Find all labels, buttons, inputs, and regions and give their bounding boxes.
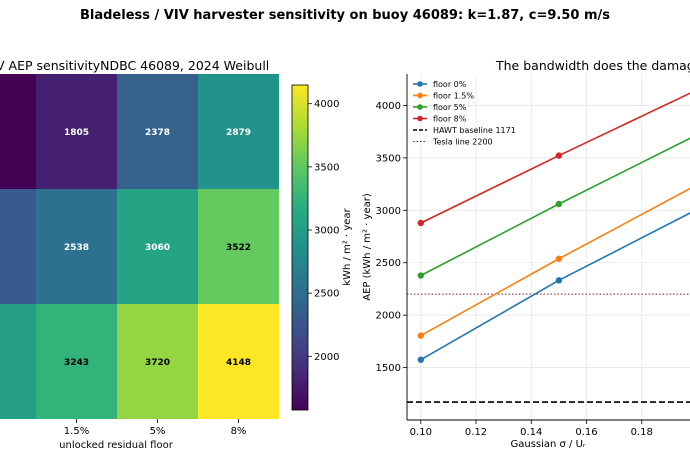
colorbar-tick-label: 3000 xyxy=(314,226,339,237)
heatmap-cell-label: 2538 xyxy=(64,243,89,253)
line-ylabel: AEP (kWh / m² · year) xyxy=(362,193,373,301)
line-y-tick-label: 2500 xyxy=(376,258,401,269)
series-point xyxy=(417,272,425,279)
series-point xyxy=(417,219,425,227)
heatmap-cell xyxy=(0,189,36,304)
heatmap-cell-label: 4148 xyxy=(226,358,251,368)
colorbar-ticks: 2000 2500 3000 3500 4000 xyxy=(308,99,339,363)
heatmap-cell-label: 3060 xyxy=(145,243,170,253)
line-y-ticks: 1500 2000 2500 3000 3500 4000 xyxy=(376,101,407,374)
heatmap-cell xyxy=(0,74,36,189)
heatmap-cell xyxy=(117,304,198,419)
line-title: The bandwidth does the damage xyxy=(495,58,690,73)
legend-label: floor 1.5% xyxy=(433,92,474,101)
colorbar-label: kWh / m² · year xyxy=(342,207,353,285)
heatmap-cell xyxy=(117,189,198,304)
heatmap-x-tick-label: 5% xyxy=(150,426,166,437)
heatmap-panel: V AEP sensitivityNDBC 46089, 2024 Weibul… xyxy=(0,58,279,451)
line-legend: floor 0% floor 1.5% floor 5% floor 8% HAWT b… xyxy=(413,80,516,147)
heatmap-cell xyxy=(198,189,279,304)
heatmap-x-tick-label: 8% xyxy=(231,426,247,437)
colorbar-tick-label: 2500 xyxy=(314,289,339,300)
heatmap-cell xyxy=(36,74,117,189)
line-x-tick-label: 0.16 xyxy=(575,427,597,438)
legend-label: Tesla line 2200 xyxy=(432,138,493,147)
line-x-tick-label: 0.18 xyxy=(631,427,653,438)
line-x-tick-label: 0.12 xyxy=(465,427,487,438)
legend-marker xyxy=(417,92,423,99)
series-line xyxy=(420,212,690,361)
line-xlabel: Gaussian σ / Uᵣ xyxy=(510,439,585,450)
heatmap-cell-label: 2879 xyxy=(226,128,251,138)
heatmap-x-ticks: %1.5%5%8% xyxy=(0,419,246,437)
legend-marker xyxy=(417,81,423,87)
heatmap-x-tick-label: 1.5% xyxy=(64,426,89,437)
heatmap-xlabel: unlocked residual floor xyxy=(59,440,174,451)
series-point xyxy=(417,356,425,363)
heatmap-cell-label: 2378 xyxy=(145,128,170,138)
series-line xyxy=(420,187,690,337)
heatmap-cell-label: 3522 xyxy=(226,243,251,253)
series-point xyxy=(555,152,563,159)
line-series xyxy=(417,92,690,363)
line-y-tick-label: 2000 xyxy=(376,311,401,322)
heatmap-cell-label: 1805 xyxy=(64,128,89,138)
series-point xyxy=(555,277,563,284)
line-y-tick-label: 3500 xyxy=(376,153,401,164)
legend-marker xyxy=(417,104,423,110)
series-point xyxy=(417,332,425,339)
heatmap-cell xyxy=(36,304,117,419)
line-y-tick-label: 1500 xyxy=(376,363,401,374)
line-x-ticks: 0.10 0.12 0.14 0.16 0.18 xyxy=(410,420,653,438)
line-panel: The bandwidth does the damage 0.10 0.12 0.… xyxy=(362,58,690,450)
legend-label: floor 0% xyxy=(433,80,467,89)
reference-lines xyxy=(407,293,690,403)
heatmap-cells: 018052378287992538306035228324337204148 xyxy=(0,74,279,419)
line-y-tick-label: 4000 xyxy=(376,101,401,112)
legend-label: floor 5% xyxy=(433,103,467,112)
colorbar-tick-label: 3500 xyxy=(314,162,339,173)
heatmap-cell-label: 3720 xyxy=(145,358,170,368)
legend-label: floor 8% xyxy=(433,115,467,124)
heatmap-cell xyxy=(0,304,36,419)
figure-suptitle: Bladeless / VIV harvester sensitivity on… xyxy=(80,8,610,23)
colorbar-tick-label: 4000 xyxy=(314,99,339,110)
heatmap-cell xyxy=(198,74,279,189)
line-x-tick-label: 0.14 xyxy=(520,427,542,438)
heatmap-cell-label: 3243 xyxy=(64,358,89,368)
line-y-tick-label: 3000 xyxy=(376,206,401,217)
series-point xyxy=(555,255,563,262)
legend-label: HAWT baseline 1171 xyxy=(433,126,516,135)
colorbar-gradient xyxy=(291,84,309,411)
heatmap-cell xyxy=(198,304,279,419)
colorbar-tick-label: 2000 xyxy=(314,352,339,363)
colorbar: 2000 2500 3000 3500 4000 kWh / m² · year xyxy=(291,84,353,411)
series-point xyxy=(555,200,563,208)
heatmap-cell xyxy=(36,189,117,304)
heatmap-cell xyxy=(117,74,198,189)
series-line xyxy=(420,137,690,277)
heatmap-title: V AEP sensitivityNDBC 46089, 2024 Weibul… xyxy=(0,58,269,73)
line-x-tick-label: 0.10 xyxy=(410,427,432,438)
legend-marker xyxy=(417,115,423,122)
